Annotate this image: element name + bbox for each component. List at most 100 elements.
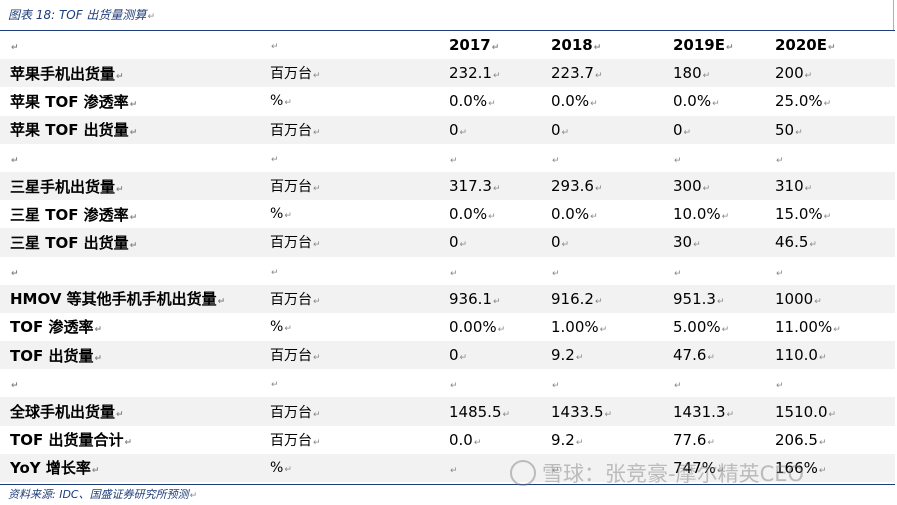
header-unit-cell: ↵ — [260, 31, 445, 59]
paragraph-mark: ↵ — [823, 212, 832, 223]
header-year-0: 2017↵ — [449, 36, 500, 55]
paragraph-mark: ↵ — [674, 155, 682, 166]
row-value-1: 9.2↵ — [547, 341, 669, 370]
row-value-1: 1.00%↵ — [551, 317, 608, 336]
paragraph-mark: ↵ — [313, 71, 321, 82]
row-unit: ↵ — [260, 257, 445, 285]
paragraph-mark: ↵ — [116, 410, 124, 421]
paragraph-mark: ↵ — [604, 409, 613, 420]
paragraph-mark: ↵ — [552, 381, 560, 392]
row-value-0: 0↵ — [445, 228, 547, 257]
paragraph-mark: ↵ — [11, 268, 19, 279]
table-row: 三星手机出货量↵ 百万台↵ 317.3↵ 293.6↵ 300↵ 310↵ — [0, 171, 895, 201]
header-name-cell: ↵ — [0, 31, 260, 59]
table-top-rule — [0, 30, 895, 31]
row-unit: %↵ — [270, 206, 292, 223]
paragraph-mark: ↵ — [284, 211, 292, 222]
paragraph-mark: ↵ — [313, 240, 321, 251]
table-row: TOF 渗透率↵ %↵ 0.00%↵ 1.00%↵ 5.00%↵ 11.00%↵ — [0, 313, 895, 341]
paragraph-mark: ↵ — [776, 381, 784, 392]
table-row: HMOV 等其他手机手机出货量↵ 百万台↵ 936.1↵ 916.2↵ 951.3↵ 10… — [0, 284, 895, 313]
row-unit: 百万台↵ — [260, 115, 445, 144]
row-name: 三星 TOF 渗透率↵ — [10, 205, 138, 224]
row-value-3: ↵ — [771, 144, 895, 172]
table-header-row: ↵ ↵ 2017↵ 2018↵ 2019E↵ 2020E↵ — [0, 31, 895, 59]
paragraph-mark: ↵ — [11, 155, 19, 166]
paragraph-mark: ↵ — [116, 71, 124, 82]
paragraph-mark: ↵ — [575, 353, 584, 364]
row-name: 苹果手机出货量↵ — [0, 59, 260, 88]
paragraph-mark: ↵ — [726, 409, 735, 420]
header-year-1: 2018↵ — [551, 36, 602, 55]
paragraph-mark: ↵ — [491, 43, 500, 54]
table-row: 苹果 TOF 出货量↵ 百万台↵ 0↵ 0↵ 0↵ 50↵ — [0, 115, 895, 144]
row-value-0: 0.0%↵ — [449, 92, 496, 111]
paragraph-mark: ↵ — [818, 465, 827, 476]
paragraph-mark: ↵ — [450, 268, 458, 279]
row-value-2: 5.00%↵ — [673, 317, 730, 336]
paragraph-mark: ↵ — [575, 437, 584, 448]
paragraph-mark: ↵ — [129, 128, 138, 139]
paragraph-mark: ↵ — [593, 43, 602, 54]
row-value-1: ↵ — [547, 257, 669, 285]
row-unit: %↵ — [270, 318, 292, 335]
paragraph-mark: ↵ — [716, 465, 725, 476]
row-value-3: 1510.0↵ — [771, 397, 895, 426]
paragraph-mark: ↵ — [599, 324, 608, 335]
watermark: 雪球：张竞豪-摩尔精英CEO — [510, 460, 804, 488]
row-value-2: 747%↵ — [669, 453, 771, 482]
paragraph-mark: ↵ — [776, 268, 784, 279]
row-name: ↵ — [0, 369, 260, 397]
row-value-3: 11.00%↵ — [775, 317, 841, 336]
row-name: 苹果 TOF 渗透率↵ — [10, 92, 138, 111]
paragraph-mark: ↵ — [450, 465, 458, 476]
paragraph-mark: ↵ — [271, 380, 279, 391]
row-name: HMOV 等其他手机手机出货量↵ — [0, 284, 260, 313]
figure-caption: 图表 18: TOF 出货量测算↵ — [8, 8, 155, 22]
paragraph-mark: ↵ — [284, 464, 292, 475]
row-value-2: ↵ — [669, 144, 771, 172]
row-value-0: ↵ — [445, 144, 547, 172]
row-unit: 百万台↵ — [260, 228, 445, 257]
paragraph-mark: ↵ — [473, 437, 482, 448]
paragraph-mark: ↵ — [776, 155, 784, 166]
row-value-1: 293.6↵ — [547, 171, 669, 201]
paragraph-mark: ↵ — [94, 353, 102, 364]
paragraph-mark: ↵ — [702, 71, 711, 82]
row-value-2: 10.0%↵ — [673, 205, 730, 224]
paragraph-mark: ↵ — [313, 437, 321, 448]
row-value-3: 46.5↵ — [771, 228, 895, 257]
paragraph-mark: ↵ — [818, 353, 827, 364]
paragraph-mark: ↵ — [492, 296, 501, 307]
row-unit: 百万台↵ — [270, 432, 321, 449]
paragraph-mark: ↵ — [488, 212, 496, 223]
row-value-2: 0↵ — [669, 115, 771, 144]
paragraph-mark: ↵ — [91, 466, 100, 477]
paragraph-mark: ↵ — [823, 99, 832, 110]
row-unit: 百万台↵ — [260, 397, 445, 426]
row-value-1: 1433.5↵ — [547, 397, 669, 426]
paragraph-mark: ↵ — [313, 184, 321, 195]
paragraph-mark: ↵ — [488, 99, 496, 110]
paragraph-mark: ↵ — [450, 381, 458, 392]
paragraph-mark: ↵ — [707, 353, 715, 364]
row-name: TOF 渗透率↵ — [10, 318, 102, 337]
paragraph-mark: ↵ — [683, 127, 692, 138]
row-name: TOF 出货量↵ — [0, 341, 260, 370]
paragraph-mark: ↵ — [284, 98, 292, 109]
row-value-3: 25.0%↵ — [775, 92, 832, 111]
paragraph-mark: ↵ — [492, 71, 501, 82]
row-unit: 百万台↵ — [260, 171, 445, 201]
paragraph-mark: ↵ — [284, 323, 292, 334]
paragraph-mark: ↵ — [809, 240, 817, 251]
row-name: ↵ — [0, 144, 260, 172]
row-unit: %↵ — [260, 453, 445, 482]
row-value-0: 0.0%↵ — [449, 205, 496, 224]
table-row: ↵ ↵ ↵ ↵ ↵ ↵ — [0, 257, 895, 285]
paragraph-mark: ↵ — [561, 127, 570, 138]
paragraph-mark: ↵ — [594, 184, 603, 195]
paragraph-mark: ↵ — [459, 127, 468, 138]
table-row: 苹果 TOF 渗透率↵ %↵ 0.0%↵ 0.0%↵ 0.0%↵ 25.0%↵ — [0, 87, 895, 115]
paragraph-mark: ↵ — [702, 184, 711, 195]
paragraph-mark: ↵ — [828, 409, 837, 420]
